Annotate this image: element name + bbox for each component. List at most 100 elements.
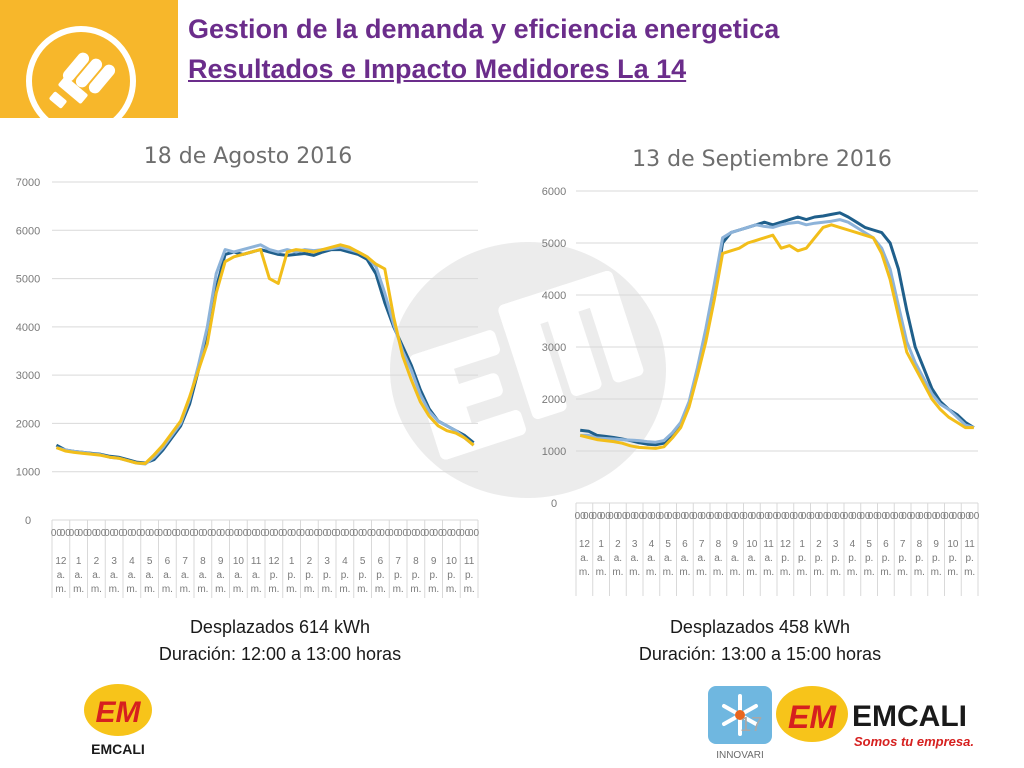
x-tick-minutes: 00 — [876, 511, 888, 522]
y-tick-label: 2000 — [542, 394, 566, 406]
x-tick-label: m. — [55, 584, 66, 595]
x-tick-label: 7 — [900, 539, 906, 550]
x-tick-minutes: 00 — [175, 528, 187, 539]
x-tick-minutes: 00 — [202, 528, 214, 539]
x-tick-label: p. — [394, 570, 402, 581]
x-tick-label: 6 — [378, 556, 384, 567]
x-tick-label: m. — [126, 584, 137, 595]
page-number: 17 — [740, 714, 763, 736]
x-tick-label: p. — [949, 553, 957, 564]
x-tick-label: p. — [915, 553, 923, 564]
x-tick-label: 8 — [413, 556, 419, 567]
x-tick-label: m. — [880, 567, 891, 578]
x-tick-minutes: 00 — [299, 528, 311, 539]
x-tick-label: p. — [781, 553, 789, 564]
x-tick-minutes: 00 — [51, 528, 63, 539]
x-tick-label: 1 — [598, 539, 604, 550]
x-tick-minutes: 00 — [397, 528, 409, 539]
x-tick-label: p. — [341, 570, 349, 581]
x-tick-label: 5 — [665, 539, 671, 550]
y-tick-label: 4000 — [16, 322, 40, 334]
x-tick-minutes: 00 — [140, 528, 152, 539]
x-tick-minutes: 00 — [104, 528, 116, 539]
x-tick-minutes: 00 — [264, 528, 276, 539]
x-tick-label: a. — [714, 553, 722, 564]
x-tick-label: a. — [252, 570, 260, 581]
x-tick-label: m. — [830, 567, 841, 578]
x-tick-label: m. — [679, 567, 690, 578]
x-tick-label: 2 — [615, 539, 621, 550]
y-tick-label: 2000 — [16, 418, 40, 430]
y-tick-label: 7000 — [16, 177, 40, 189]
x-tick-label: m. — [446, 584, 457, 595]
x-tick-minutes: 00 — [335, 528, 347, 539]
x-tick-label: 12 — [579, 539, 591, 550]
x-tick-label: a. — [647, 553, 655, 564]
caption-left-duration: Duración: 12:00 a 13:00 horas — [158, 644, 402, 664]
x-tick-minutes: 00 — [86, 528, 98, 539]
x-tick-minutes: 00 — [901, 511, 913, 522]
x-tick-label: a. — [199, 570, 207, 581]
y-tick-label: 5000 — [16, 274, 40, 286]
x-tick-label: a. — [748, 553, 756, 564]
x-tick-label: p. — [831, 553, 839, 564]
slide-title: Gestion de la demanda y eficiencia energ… — [188, 14, 780, 44]
x-tick-minutes: 00 — [441, 528, 453, 539]
x-tick-label: m. — [813, 567, 824, 578]
x-tick-label: a. — [234, 570, 242, 581]
x-tick-label: m. — [428, 584, 439, 595]
x-tick-minutes: 00 — [667, 511, 679, 522]
x-tick-minutes: 00 — [468, 528, 480, 539]
x-tick-label: a. — [92, 570, 100, 581]
x-tick-minutes: 00 — [767, 511, 779, 522]
x-tick-label: 8 — [716, 539, 722, 550]
series-line-2 — [56, 243, 475, 466]
x-tick-minutes: 00 — [834, 511, 846, 522]
em-logo-icon: EM EMCALI — [84, 684, 152, 757]
x-tick-minutes: 00 — [326, 528, 338, 539]
x-tick-label: 10 — [233, 556, 245, 567]
em-logo-mark: EM — [96, 696, 142, 729]
x-tick-label: p. — [932, 553, 940, 564]
x-tick-label: p. — [447, 570, 455, 581]
x-tick-label: a. — [110, 570, 118, 581]
series-line-3 — [55, 243, 475, 465]
x-tick-minutes: 00 — [633, 511, 645, 522]
x-tick-minutes: 00 — [885, 511, 897, 522]
emcali-innovari-logo: INNOVARI EM EMCALI Somos tu empresa. — [706, 682, 1006, 767]
x-tick-label: 11 — [763, 539, 774, 550]
x-tick-label: m. — [410, 584, 421, 595]
x-tick-label: 1 — [76, 556, 82, 567]
x-tick-label: a. — [764, 553, 772, 564]
x-tick-minutes: 00 — [952, 511, 964, 522]
chart-title: 13 de Septiembre 2016 — [632, 147, 892, 172]
series-line-1 — [580, 211, 975, 447]
x-tick-label: m. — [322, 584, 333, 595]
x-tick-label: 5 — [866, 539, 872, 550]
x-tick-label: p. — [270, 570, 278, 581]
y-tick-label: 0 — [551, 498, 557, 510]
x-tick-label: 8 — [200, 556, 206, 567]
x-tick-label: 6 — [883, 539, 889, 550]
x-tick-minutes: 00 — [308, 528, 320, 539]
x-tick-label: 10 — [746, 539, 758, 550]
x-tick-label: 11 — [464, 556, 475, 567]
x-tick-label: 1 — [799, 539, 805, 550]
x-tick-minutes: 00 — [149, 528, 161, 539]
x-tick-minutes: 00 — [255, 528, 267, 539]
x-tick-label: m. — [964, 567, 975, 578]
x-tick-minutes: 00 — [583, 511, 595, 522]
x-tick-minutes: 00 — [184, 528, 196, 539]
x-tick-label: m. — [339, 584, 350, 595]
x-tick-label: m. — [696, 567, 707, 578]
y-tick-label: 6000 — [542, 186, 566, 198]
x-tick-label: m. — [215, 584, 226, 595]
x-tick-label: p. — [358, 570, 366, 581]
x-tick-label: p. — [412, 570, 420, 581]
x-tick-minutes: 00 — [759, 511, 771, 522]
x-tick-minutes: 00 — [220, 528, 232, 539]
x-tick-minutes: 00 — [131, 528, 143, 539]
x-tick-label: a. — [580, 553, 588, 564]
x-tick-minutes: 00 — [450, 528, 462, 539]
x-tick-label: p. — [376, 570, 384, 581]
